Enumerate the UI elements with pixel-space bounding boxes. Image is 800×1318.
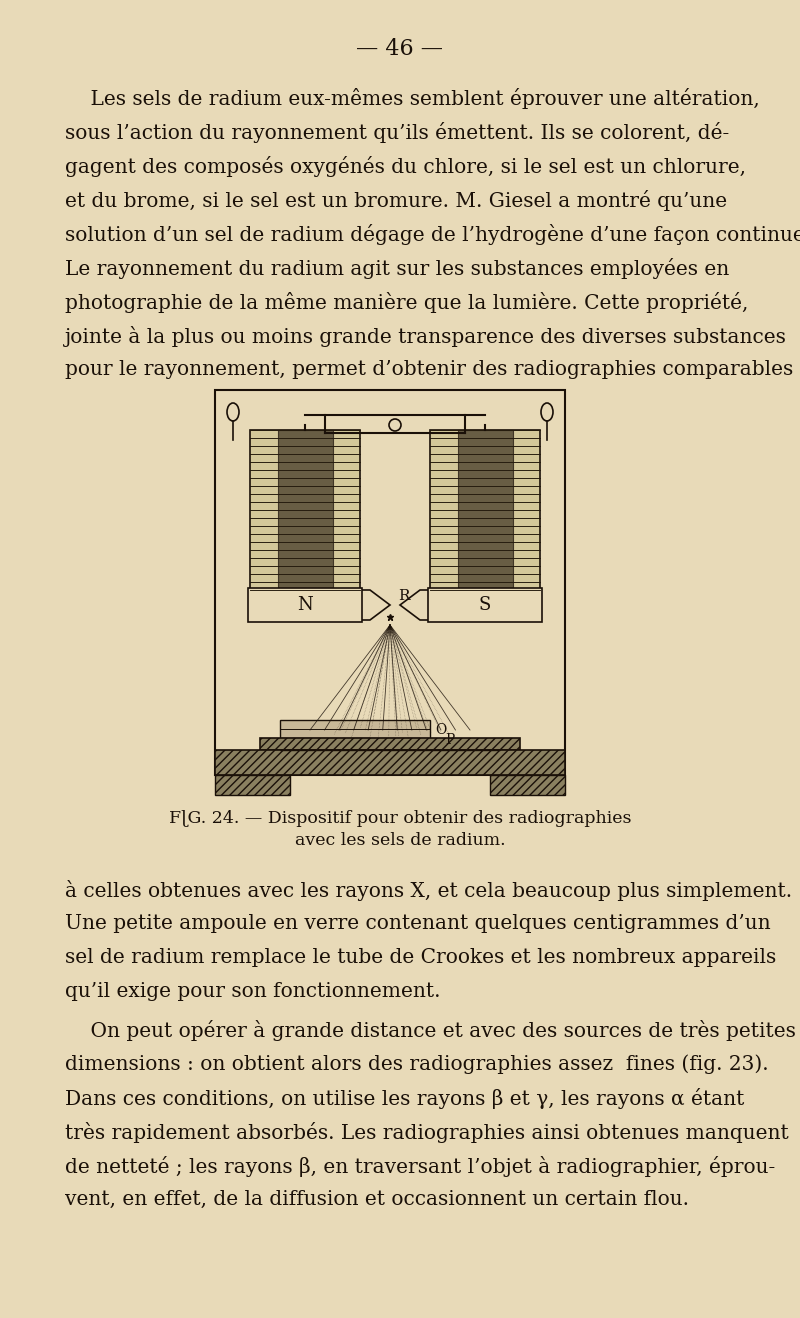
Text: sous l’action du rayonnement qu’ils émettent. Ils se colorent, dé-: sous l’action du rayonnement qu’ils émet…	[65, 123, 730, 142]
Text: FɭG. 24. — Dispositif pour obtenir des radiographies: FɭG. 24. — Dispositif pour obtenir des r…	[169, 811, 631, 826]
Text: N: N	[297, 596, 313, 614]
Text: très rapidement absorbés. Les radiographies ainsi obtenues manquent: très rapidement absorbés. Les radiograph…	[65, 1122, 789, 1143]
Text: solution d’un sel de radium dégage de l’hydrogène d’une façon continue.: solution d’un sel de radium dégage de l’…	[65, 224, 800, 245]
Text: jointe à la plus ou moins grande transparence des diverses substances: jointe à la plus ou moins grande transpa…	[65, 326, 787, 347]
Bar	[250, 430, 360, 590]
Bar	[458, 430, 513, 590]
Bar	[280, 720, 430, 738]
FancyBboxPatch shape	[428, 588, 542, 622]
Text: Une petite ampoule en verre contenant quelques centigrammes d’un: Une petite ampoule en verre contenant qu…	[65, 913, 770, 933]
Bar	[278, 430, 333, 590]
Text: — 46 —: — 46 —	[357, 38, 443, 61]
Text: de netteté ; les rayons β, en traversant l’objet à radiographier, éprou-: de netteté ; les rayons β, en traversant…	[65, 1156, 775, 1177]
Bar	[215, 750, 565, 775]
Text: On peut opérer à grande distance et avec des sources de très petites: On peut opérer à grande distance et avec…	[65, 1020, 796, 1041]
Text: dimensions : on obtient alors des radiographies assez  fines (fig. 23).: dimensions : on obtient alors des radiog…	[65, 1054, 769, 1074]
Text: vent, en effet, de la diffusion et occasionnent un certain flou.: vent, en effet, de la diffusion et occas…	[65, 1190, 689, 1209]
Polygon shape	[250, 590, 390, 619]
Text: Dans ces conditions, on utilise les rayons β et γ, les rayons α étant: Dans ces conditions, on utilise les rayo…	[65, 1087, 744, 1108]
Text: avec les sels de radium.: avec les sels de radium.	[294, 832, 506, 849]
Polygon shape	[400, 590, 540, 619]
Text: S: S	[479, 596, 491, 614]
Bar	[490, 775, 565, 795]
Text: qu’il exige pour son fonctionnement.: qu’il exige pour son fonctionnement.	[65, 982, 441, 1000]
FancyBboxPatch shape	[248, 588, 362, 622]
Text: et du brome, si le sel est un bromure. M. Giesel a montré qu’une: et du brome, si le sel est un bromure. M…	[65, 190, 727, 211]
Text: sel de radium remplace le tube de Crookes et les nombreux appareils: sel de radium remplace le tube de Crooke…	[65, 948, 776, 967]
Text: photographie de la même manière que la lumière. Cette propriété,: photographie de la même manière que la l…	[65, 293, 748, 312]
Text: Le rayonnement du radium agit sur les substances employées en: Le rayonnement du radium agit sur les su…	[65, 258, 730, 279]
Text: R: R	[398, 589, 410, 604]
Text: P: P	[445, 733, 454, 747]
Bar	[430, 430, 540, 590]
Text: gagent des composés oxygénés du chlore, si le sel est un chlorure,: gagent des composés oxygénés du chlore, …	[65, 156, 746, 177]
Bar	[260, 738, 520, 750]
Bar	[215, 390, 565, 775]
Text: Les sels de radium eux-mêmes semblent éprouver une altération,: Les sels de radium eux-mêmes semblent ép…	[65, 88, 760, 109]
Text: O: O	[435, 724, 446, 737]
Text: pour le rayonnement, permet d’obtenir des radiographies comparables: pour le rayonnement, permet d’obtenir de…	[65, 360, 794, 380]
Bar	[215, 775, 290, 795]
Text: à celles obtenues avec les rayons X, et cela beaucoup plus simplement.: à celles obtenues avec les rayons X, et …	[65, 880, 792, 902]
